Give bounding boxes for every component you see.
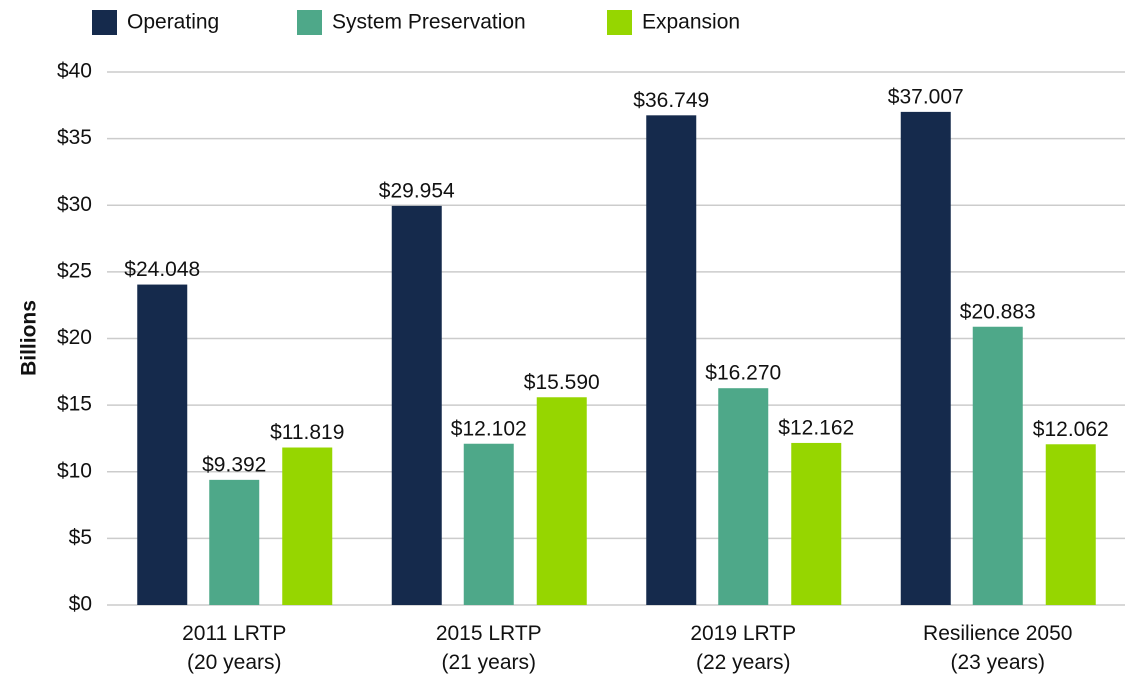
x-tick-label: 2011 LRTP (20 years) <box>182 622 287 674</box>
y-axis-title: Billions <box>18 300 41 376</box>
y-tick-label: $5 <box>69 526 92 549</box>
data-label: $12.102 <box>451 417 527 440</box>
data-label: $36.749 <box>633 89 709 112</box>
y-tick-label: $15 <box>57 393 92 416</box>
data-label: $11.819 <box>270 421 344 444</box>
bar <box>1045 444 1096 605</box>
data-label: $24.048 <box>124 258 200 281</box>
y-tick-label: $20 <box>57 326 92 349</box>
data-label: $37.007 <box>888 85 964 108</box>
data-label: $9.392 <box>202 453 266 476</box>
bar <box>791 442 842 605</box>
bar <box>209 479 260 605</box>
y-tick-label: $0 <box>69 593 92 616</box>
legend-swatch <box>297 10 322 35</box>
bar <box>536 397 587 605</box>
legend-label: Operating <box>127 11 219 34</box>
y-tick-label: $30 <box>57 193 92 216</box>
x-tick-label: 2015 LRTP (21 years) <box>435 622 542 674</box>
y-tick-label: $35 <box>57 126 92 149</box>
legend-swatch <box>607 10 632 35</box>
bar <box>463 443 514 605</box>
bar <box>718 388 769 605</box>
legend-label: System Preservation <box>332 11 526 34</box>
data-label: $20.883 <box>960 300 1036 323</box>
x-tick-label: 2019 LRTP (22 years) <box>690 622 797 674</box>
x-tick-label: Resilience 2050 (23 years) <box>923 622 1073 674</box>
y-tick-label: $25 <box>57 259 92 282</box>
data-label: $15.590 <box>524 371 600 394</box>
bar <box>282 447 333 605</box>
bar <box>646 115 697 605</box>
bar <box>391 205 442 605</box>
data-label: $29.954 <box>379 179 455 202</box>
y-tick-label: $10 <box>57 459 92 482</box>
legend-swatch <box>92 10 117 35</box>
data-label: $12.062 <box>1033 418 1109 441</box>
legend-label: Expansion <box>642 11 740 34</box>
bar <box>137 284 188 605</box>
bar <box>972 326 1023 605</box>
y-tick-label: $40 <box>57 60 92 83</box>
bar <box>900 111 951 606</box>
data-label: $12.162 <box>778 416 854 439</box>
data-label: $16.270 <box>705 362 781 385</box>
